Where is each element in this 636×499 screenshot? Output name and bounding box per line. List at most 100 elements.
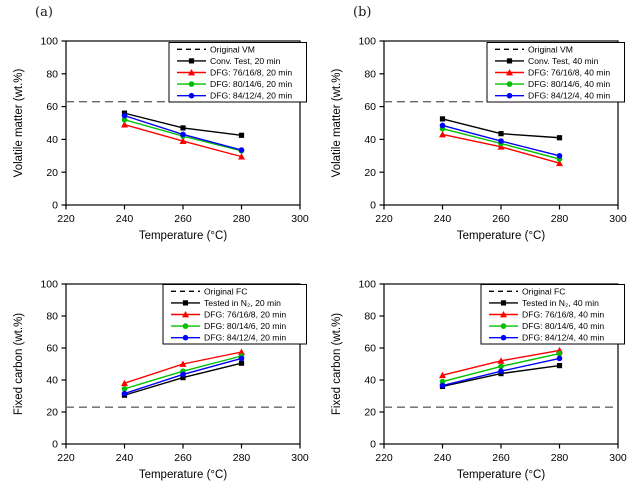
chart-canvas-volatile-matter-40min: 220 240 260 280 300 0 20 40 60 80 100 Temperature (…: [331, 36, 627, 242]
legend: Original VM Conv. Test, 40 min DFG: 76/16/…: [486, 42, 625, 103]
data-point-marker-3: [121, 390, 128, 397]
y-tick-label: 100: [40, 36, 58, 48]
y-tick-label: 20: [364, 167, 376, 179]
data-point-marker-1: [121, 121, 128, 128]
panel-b: (b) 220 240 260 280 300 0 20 40 60 80 100 Temperatu…: [318, 0, 636, 250]
y-tick-label: 100: [40, 279, 58, 291]
y-tick-label: 100: [358, 279, 376, 291]
data-point-marker-2: [556, 350, 563, 357]
y-tick-label: 20: [364, 407, 376, 419]
legend-label: DFG: 76/16/8, 20 min: [204, 310, 286, 320]
data-point-marker-2: [121, 386, 128, 392]
y-axis-title: Volatile matter (wt.%): [13, 69, 25, 178]
x-tick-label: 260: [174, 213, 192, 225]
x-tick-label: 220: [375, 213, 393, 225]
x-tick-label: 300: [609, 213, 627, 225]
y-tick-label: 20: [46, 167, 58, 179]
legend-sample-marker: [182, 311, 189, 318]
x-tick-label: 280: [551, 213, 569, 225]
data-point-marker-0: [180, 375, 186, 381]
x-tick-label: 240: [116, 213, 134, 225]
y-tick-label: 40: [46, 134, 58, 146]
data-point-marker-1: [238, 348, 245, 355]
legend-label: DFG: 84/12/4, 40 min: [528, 91, 610, 101]
legend-sample-marker: [188, 58, 195, 64]
legend: Original FC Tested in N₂, 20 min DFG: 76/1…: [162, 284, 307, 345]
x-axis-title: Temperature (°C): [457, 230, 545, 242]
x-tick-label: 240: [116, 452, 134, 464]
y-tick-label: 0: [370, 439, 376, 451]
legend-sample-marker: [182, 300, 189, 306]
y-axis-title: Volatile matter (wt.%): [331, 69, 343, 178]
legend-sample-marker: [506, 69, 513, 76]
data-point-marker-0: [180, 125, 186, 131]
legend-label: DFG: 80/14/6, 40 min: [528, 79, 610, 89]
y-tick-label: 60: [46, 343, 58, 355]
data-point-marker-0: [556, 363, 563, 369]
legend-sample-marker: [500, 311, 507, 318]
legend-label: Original VM: [528, 44, 573, 54]
panel-label-b: (b): [353, 5, 372, 20]
x-tick-label: 300: [291, 452, 309, 464]
data-point-marker-2: [439, 378, 446, 385]
x-tick-label: 240: [434, 213, 452, 225]
legend-label: DFG: 84/12/4, 20 min: [204, 333, 286, 343]
x-axis-title: Temperature (°C): [139, 230, 227, 242]
legend-sample-marker: [182, 323, 189, 329]
legend-label: DFG: 76/16/8, 40 min: [528, 68, 610, 78]
y-axis-title: Fixed carbon (wt.%): [331, 313, 343, 415]
legend-label: Tested in N₂, 40 min: [522, 298, 599, 308]
legend-sample-marker: [188, 69, 195, 76]
data-point-marker-3: [556, 153, 563, 159]
legend-sample-marker: [506, 92, 513, 99]
chart-canvas-fixed-carbon-40min: 220 240 260 280 300 0 20 40 60 80 100 Temperature (…: [331, 279, 627, 481]
panel-c: 220 240 260 280 300 0 20 40 60 80 100 Temperature (…: [0, 250, 318, 499]
data-point-marker-1: [497, 357, 505, 364]
x-tick-label: 300: [291, 213, 309, 225]
x-tick-label: 260: [174, 452, 192, 464]
data-point-marker-3: [121, 112, 128, 119]
legend-label: DFG: 84/12/4, 40 min: [522, 333, 604, 343]
x-tick-label: 280: [551, 452, 569, 464]
data-point-marker-1: [179, 137, 187, 144]
data-point-marker-1: [238, 153, 245, 160]
data-point-marker-3: [556, 355, 563, 362]
y-tick-label: 0: [52, 439, 58, 451]
legend-sample-marker: [500, 300, 507, 306]
legend-label: Original VM: [210, 44, 255, 54]
y-axis-title: Fixed carbon (wt.%): [13, 313, 25, 415]
legend-label: DFG: 76/16/8, 20 min: [210, 68, 292, 78]
legend-sample-marker: [506, 81, 513, 87]
legend: Original FC Tested in N₂, 40 min DFG: 76/1…: [480, 284, 625, 345]
data-point-marker-1: [439, 371, 446, 379]
data-point-marker-3: [439, 382, 446, 389]
data-point-marker-0: [238, 132, 245, 138]
legend-label: Tested in N₂, 20 min: [204, 298, 281, 308]
y-tick-label: 80: [46, 311, 58, 323]
y-tick-label: 40: [364, 134, 376, 146]
legend-label: DFG: 80/14/6, 20 min: [204, 321, 286, 331]
y-tick-label: 40: [46, 375, 58, 387]
legend-label: Original FC: [522, 286, 565, 296]
y-tick-label: 80: [46, 68, 58, 80]
y-tick-label: 80: [364, 68, 376, 80]
data-point-marker-0: [556, 135, 563, 141]
data-point-marker-3: [238, 147, 245, 153]
data-point-marker-1: [497, 143, 505, 150]
x-tick-label: 280: [233, 452, 251, 464]
panel-a: (a) 220 240 260 280 300 0 20 40 60 80 100 Temperatu…: [0, 0, 318, 250]
x-tick-label: 220: [57, 213, 75, 225]
data-point-marker-0: [238, 360, 245, 366]
data-point-marker-3: [180, 371, 186, 378]
y-tick-label: 60: [364, 101, 376, 113]
x-axis-title: Temperature (°C): [457, 469, 545, 481]
x-tick-label: 260: [492, 452, 510, 464]
y-tick-label: 20: [46, 407, 58, 419]
legend-label: Original FC: [204, 286, 247, 296]
legend-sample-marker: [500, 334, 507, 341]
y-tick-label: 80: [364, 311, 376, 323]
legend-label: DFG: 84/12/4, 20 min: [210, 91, 292, 101]
legend-sample-marker: [500, 323, 507, 329]
chart-canvas-volatile-matter-20min: 220 240 260 280 300 0 20 40 60 80 100 Temperature (…: [13, 36, 309, 242]
data-point-marker-2: [121, 116, 128, 123]
